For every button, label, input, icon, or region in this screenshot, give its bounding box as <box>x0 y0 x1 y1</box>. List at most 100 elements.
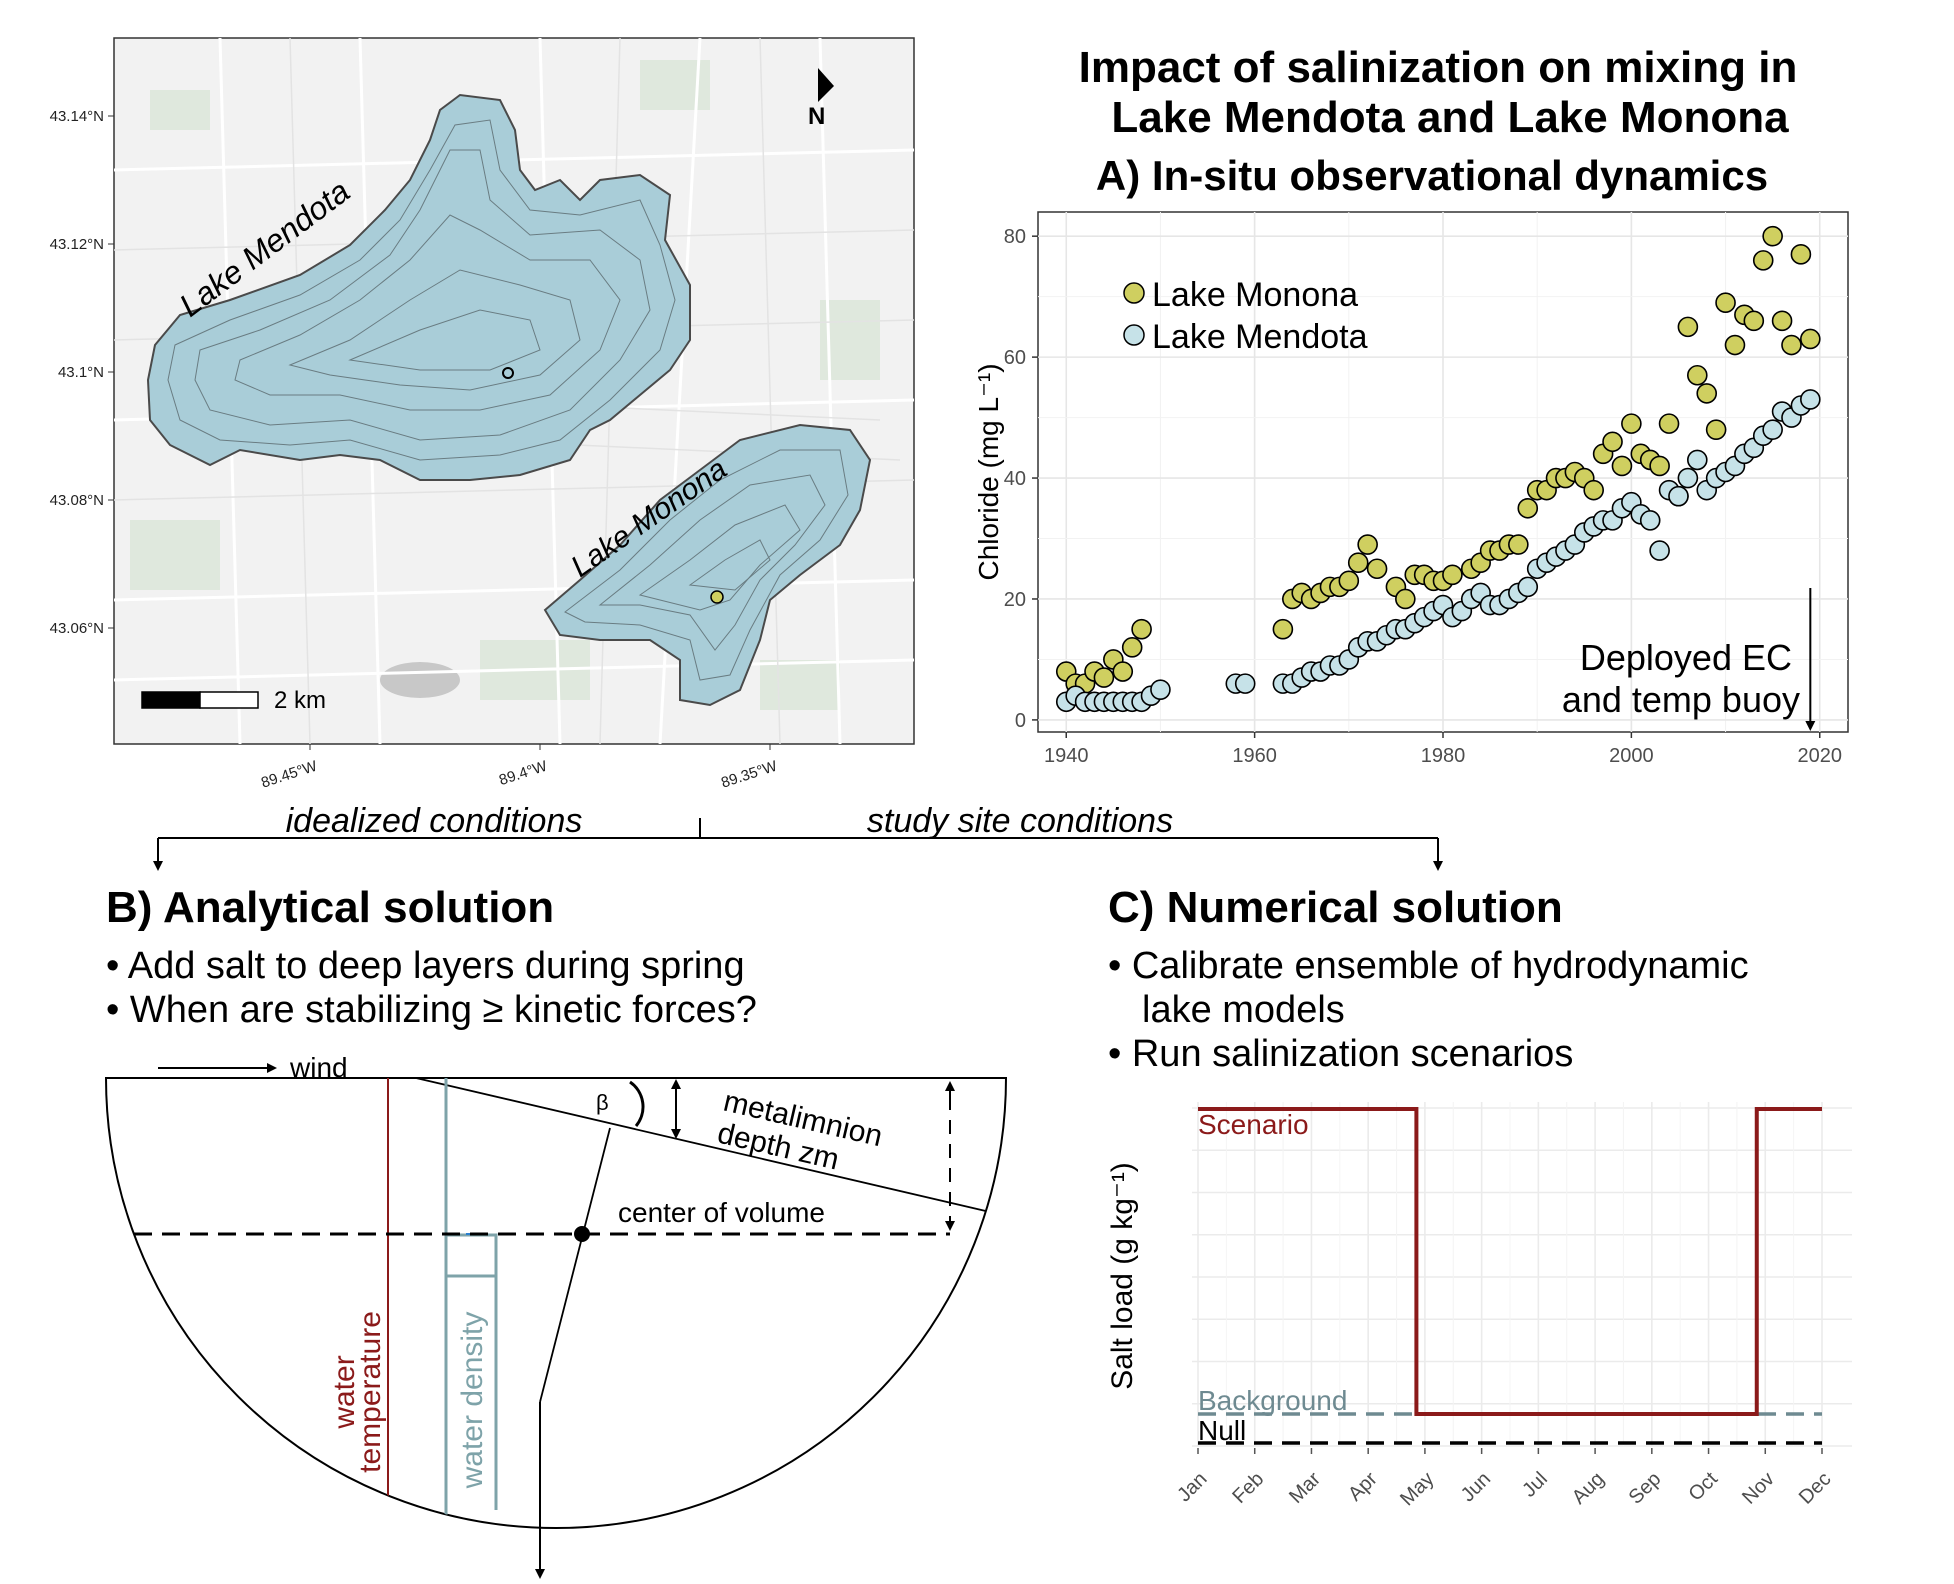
lon-tick: 89.4°W <box>497 757 550 789</box>
monona-point <box>1677 316 1699 338</box>
chart-y-label: Chloride (mg L⁻¹) <box>973 363 1004 580</box>
annotation-line1: Deployed EC <box>1580 637 1792 678</box>
tilt-axis-line <box>539 1127 611 1403</box>
metalimnion-line <box>415 1078 991 1213</box>
mendota-point <box>1517 576 1539 598</box>
monona-buoy-marker <box>710 590 724 604</box>
map-lon-axis: 89.45°W 89.4°W 89.35°W <box>259 744 780 792</box>
mendota-point <box>1687 449 1708 471</box>
lat-tick: 43.14°N <box>50 108 104 125</box>
monona-point <box>1621 413 1642 434</box>
monona-point <box>1583 479 1604 501</box>
scale-label: 2 km <box>274 687 326 714</box>
monona-point <box>1781 334 1802 356</box>
month-label: May <box>1396 1468 1438 1510</box>
monona-point <box>1715 292 1736 313</box>
panel-c: C) Numerical solution • Calibrate ensemb… <box>1106 883 1852 1510</box>
mendota-point <box>1639 510 1661 531</box>
panel-b-bullet: • Add salt to deep layers during spring <box>106 945 745 987</box>
month-label: Jun <box>1457 1468 1495 1506</box>
monona-point <box>1687 364 1708 386</box>
y-tick-label: 20 <box>1004 589 1026 611</box>
mendota-point <box>1150 679 1171 700</box>
monona-point <box>1131 618 1152 640</box>
center-of-volume-label: center of volume <box>618 1197 825 1228</box>
chart-axes: 1940 1960 1980 2000 2020 0 20 40 60 80 <box>1004 226 1842 767</box>
background-label: Background <box>1198 1385 1347 1416</box>
mendota-point <box>1668 485 1689 507</box>
beta-angle-arc <box>629 1080 645 1127</box>
lake-mendota-shape <box>146 93 691 481</box>
monona-point <box>1611 455 1633 477</box>
x-tick-label: 1940 <box>1044 745 1089 767</box>
x-tick-label: 1960 <box>1232 745 1277 767</box>
density-label: water density <box>456 1312 489 1490</box>
temperature-label-line2: temperature <box>354 1311 387 1473</box>
connector-right-label: study site conditions <box>867 802 1173 840</box>
monona-point <box>1724 334 1746 356</box>
scenario-label: Scenario <box>1198 1109 1309 1140</box>
center-of-volume-point <box>574 1226 590 1242</box>
y-tick-label: 40 <box>1004 468 1026 490</box>
monona-point <box>1658 413 1680 434</box>
monona-point <box>1338 570 1360 592</box>
beta-label: β <box>596 1090 609 1115</box>
chart-legend: Lake Monona Lake Mendota <box>1123 276 1368 356</box>
panel-b-bullet: • When are stabilizing ≥ kinetic forces? <box>106 989 757 1031</box>
map-lat-axis: 43.14°N 43.12°N 43.1°N 43.08°N 43.06°N <box>50 108 114 637</box>
panel-c-bullet: • Run salinization scenarios <box>1108 1033 1573 1075</box>
legend-label-monona: Lake Monona <box>1152 276 1358 314</box>
monona-point <box>1395 588 1416 610</box>
x-tick-label: 2000 <box>1609 745 1654 767</box>
panel-b: B) Analytical solution • Add salt to dee… <box>104 883 1008 1579</box>
mendota-point <box>1234 673 1256 694</box>
monona-point <box>1366 558 1388 580</box>
panel-c-bullet: lake models <box>1142 989 1345 1031</box>
salt-chart-y-label: Salt load (g kg⁻¹) <box>1106 1162 1139 1390</box>
monona-contours <box>564 449 849 681</box>
legend-key-mendota <box>1123 324 1145 346</box>
panel-a-title: A) In-situ observational dynamics <box>1096 152 1768 199</box>
monona-point <box>1800 328 1821 350</box>
monona-point <box>1696 383 1718 404</box>
monona-point <box>1272 618 1294 640</box>
salt-chart-grid <box>1192 1102 1852 1447</box>
mendota-point <box>1677 467 1699 489</box>
y-tick-label: 80 <box>1004 226 1026 248</box>
temperature-label-line1: water <box>328 1355 361 1429</box>
panel-b-title: B) Analytical solution <box>106 883 554 932</box>
lat-tick: 43.1°N <box>58 364 104 381</box>
mendota-point <box>1762 419 1783 440</box>
legend-key-monona <box>1123 282 1145 304</box>
monona-point <box>1752 250 1774 271</box>
scenario-series-line <box>1198 1107 1822 1416</box>
monona-point <box>1442 564 1463 586</box>
monona-point <box>1347 552 1369 573</box>
lake-monona-shape <box>543 423 872 707</box>
density-profile-right <box>446 1233 498 1510</box>
monona-point <box>1093 667 1115 688</box>
monona-point <box>1517 497 1539 519</box>
month-label: Dec <box>1795 1468 1836 1509</box>
mendota-contours <box>167 119 676 461</box>
connector-left-label: idealized conditions <box>286 802 583 840</box>
basin-interior <box>387 1078 991 1522</box>
chloride-chart: 1940 1960 1980 2000 2020 0 20 40 60 80 Chloride (… <box>973 211 1849 767</box>
lat-tick: 43.12°N <box>50 236 104 253</box>
monona-point <box>1649 455 1670 477</box>
panel-connector: idealized conditions study site conditio… <box>153 802 1443 871</box>
map-panel: Lake Mendota Lake Monona N 2 km 43.14°N … <box>50 37 915 792</box>
lat-tick: 43.06°N <box>50 620 104 637</box>
mendota-buoy-marker <box>502 367 514 379</box>
salt-load-chart: Scenario Background Null Salt load (g kg… <box>1106 1102 1852 1510</box>
chart-points <box>1055 225 1821 713</box>
figure-title-line2: Lake Mendota and Lake Monona <box>1111 93 1789 142</box>
month-label: Apr <box>1344 1468 1382 1506</box>
monona-point <box>1121 637 1143 658</box>
month-label: Sep <box>1625 1468 1666 1509</box>
null-label: Null <box>1198 1415 1246 1446</box>
lon-tick: 89.35°W <box>719 757 780 791</box>
x-tick-label: 1980 <box>1421 745 1466 767</box>
month-label: Jul <box>1518 1468 1552 1502</box>
